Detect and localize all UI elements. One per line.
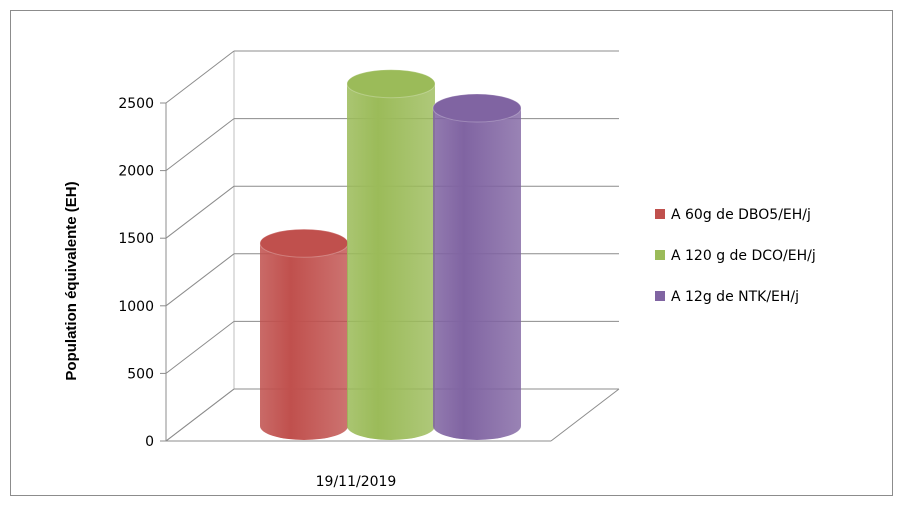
bar-top [259,228,349,258]
bar-1 [259,228,349,440]
gridline-side [165,388,235,442]
bars [259,69,522,440]
y-tick-label: 1500 [118,231,154,247]
gridline-side [165,321,235,374]
y-tick-label: 0 [145,434,154,450]
bar-body [347,83,435,440]
legend-swatch [655,250,665,260]
y-tick-label: 500 [127,366,154,382]
chart-frame: 0 500 1000 1500 2000 2500 Population équivale… [10,10,893,496]
gridline-side [165,50,235,104]
y-axis-ticks: 0 500 1000 1500 2000 2500 [118,96,154,450]
legend-entry: A 120 g de DCO/EH/j [671,248,816,264]
legend-swatch [655,209,665,219]
bar-body [260,243,348,440]
bar-chart: 0 500 1000 1500 2000 2500 Population équivale… [63,50,816,490]
y-axis-label: Population équivalente (EH) [63,181,80,380]
bar-top [432,93,522,123]
bar-body [433,108,521,440]
y-tick-label: 2500 [118,96,154,112]
y-tick-label: 2000 [118,164,154,180]
gridline-side [165,185,235,239]
floor-right-edge [550,388,620,442]
y-tick-label: 1000 [118,299,154,315]
legend: A 60g de DBO5/EH/j A 120 g de DCO/EH/j A 1… [655,207,816,305]
bar-2 [346,69,436,440]
bar-3 [432,93,522,440]
legend-entry: A 12g de NTK/EH/j [671,289,799,305]
bar-top [346,69,436,99]
gridline-side [165,253,235,307]
legend-swatch [655,291,665,301]
legend-entry: A 60g de DBO5/EH/j [671,207,811,223]
gridline-side [165,118,235,171]
x-tick-label: 19/11/2019 [316,474,397,490]
